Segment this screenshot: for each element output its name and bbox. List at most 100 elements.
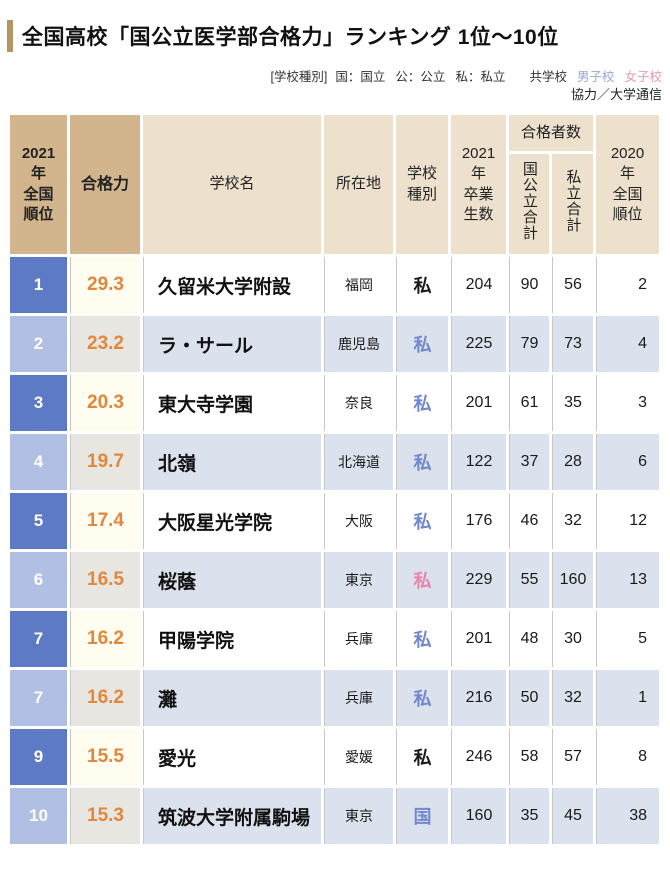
graduates-cell: 160 <box>451 788 506 844</box>
private-total-cell: 28 <box>552 434 593 490</box>
school-type-cell: 私 <box>396 493 448 549</box>
header-school-name: 学校名 <box>143 115 321 254</box>
power-cell: 15.5 <box>70 729 140 785</box>
rank-2020-cell: 6 <box>596 434 659 490</box>
header-national-public-total: 国公立合計 <box>509 154 549 254</box>
rank-2020-cell: 38 <box>596 788 659 844</box>
rank-2021-cell: 7 <box>10 611 67 667</box>
header-school-type: 学校 種別 <box>396 115 448 254</box>
national-public-total-cell: 61 <box>509 375 549 431</box>
legend-coed: 共学校 <box>529 70 567 84</box>
private-total-cell: 32 <box>552 493 593 549</box>
header-national-public-total-label: 国公立合計 <box>520 160 538 241</box>
prefecture-cell: 兵庫 <box>324 611 393 667</box>
header-passers-group: 合格者数 <box>509 115 593 151</box>
school-name-cell: 筑波大学附属駒場 <box>143 788 321 844</box>
prefecture-cell: 鹿児島 <box>324 316 393 372</box>
legend-national: 国：国立 <box>335 70 386 84</box>
rank-2020-cell: 1 <box>596 670 659 726</box>
private-total-cell: 56 <box>552 257 593 313</box>
school-type-cell: 私 <box>396 729 448 785</box>
prefecture-cell: 大阪 <box>324 493 393 549</box>
power-cell: 20.3 <box>70 375 140 431</box>
table-row: 7 16.2 灘 兵庫 私 216 50 32 1 <box>10 670 659 726</box>
table-row: 3 20.3 東大寺学園 奈良 私 201 61 35 3 <box>10 375 659 431</box>
power-cell: 23.2 <box>70 316 140 372</box>
table-row: 2 23.2 ラ・サール 鹿児島 私 225 79 73 4 <box>10 316 659 372</box>
graduates-cell: 176 <box>451 493 506 549</box>
rank-2021-cell: 9 <box>10 729 67 785</box>
graduates-cell: 246 <box>451 729 506 785</box>
header-power: 合格力 <box>70 115 140 254</box>
school-type-cell: 私 <box>396 316 448 372</box>
legend-public: 公：公立 <box>395 70 446 84</box>
graduates-cell: 201 <box>451 611 506 667</box>
national-public-total-cell: 46 <box>509 493 549 549</box>
rank-2021-cell: 5 <box>10 493 67 549</box>
school-name-cell: ラ・サール <box>143 316 321 372</box>
national-public-total-cell: 48 <box>509 611 549 667</box>
private-total-cell: 30 <box>552 611 593 667</box>
rank-2020-cell: 4 <box>596 316 659 372</box>
rank-2020-cell: 3 <box>596 375 659 431</box>
rank-2021-cell: 10 <box>10 788 67 844</box>
school-type-cell: 私 <box>396 670 448 726</box>
prefecture-cell: 福岡 <box>324 257 393 313</box>
prefecture-cell: 東京 <box>324 788 393 844</box>
rank-2021-cell: 6 <box>10 552 67 608</box>
credit-line: 協力／大学通信 <box>570 87 662 102</box>
legend-private: 私：私立 <box>455 70 506 84</box>
legend-label: [学校種別] <box>270 70 328 84</box>
table-row: 4 19.7 北嶺 北海道 私 122 37 28 6 <box>10 434 659 490</box>
national-public-total-cell: 58 <box>509 729 549 785</box>
power-cell: 19.7 <box>70 434 140 490</box>
private-total-cell: 35 <box>552 375 593 431</box>
header-rank-2021: 2021 年 全国 順位 <box>10 115 67 254</box>
header-prefecture: 所在地 <box>324 115 393 254</box>
rank-2020-cell: 5 <box>596 611 659 667</box>
school-type-cell: 私 <box>396 257 448 313</box>
table-row: 7 16.2 甲陽学院 兵庫 私 201 48 30 5 <box>10 611 659 667</box>
ranking-table: 2021 年 全国 順位 合格力 学校名 所在地 学校 種別 2021 年 卒業… <box>7 112 662 847</box>
national-public-total-cell: 55 <box>509 552 549 608</box>
school-name-cell: 桜蔭 <box>143 552 321 608</box>
school-type-cell: 私 <box>396 552 448 608</box>
table-row: 9 15.5 愛光 愛媛 私 246 58 57 8 <box>10 729 659 785</box>
legend-boys: 男子校 <box>576 70 615 84</box>
graduates-cell: 216 <box>451 670 506 726</box>
rank-2021-cell: 3 <box>10 375 67 431</box>
school-name-cell: 北嶺 <box>143 434 321 490</box>
rank-2021-cell: 2 <box>10 316 67 372</box>
rank-2021-cell: 1 <box>10 257 67 313</box>
header-rank-2020: 2020 年 全国 順位 <box>596 115 659 254</box>
school-name-cell: 愛光 <box>143 729 321 785</box>
graduates-cell: 122 <box>451 434 506 490</box>
school-name-cell: 灘 <box>143 670 321 726</box>
table-row: 1 29.3 久留米大学附設 福岡 私 204 90 56 2 <box>10 257 659 313</box>
national-public-total-cell: 79 <box>509 316 549 372</box>
rank-2021-cell: 7 <box>10 670 67 726</box>
header-private-total: 私立合計 <box>552 154 593 254</box>
school-type-cell: 私 <box>396 611 448 667</box>
prefecture-cell: 北海道 <box>324 434 393 490</box>
graduates-cell: 204 <box>451 257 506 313</box>
graduates-cell: 229 <box>451 552 506 608</box>
prefecture-cell: 奈良 <box>324 375 393 431</box>
private-total-cell: 160 <box>552 552 593 608</box>
national-public-total-cell: 35 <box>509 788 549 844</box>
table-row: 6 16.5 桜蔭 東京 私 229 55 160 13 <box>10 552 659 608</box>
school-name-cell: 甲陽学院 <box>143 611 321 667</box>
graduates-cell: 201 <box>451 375 506 431</box>
rank-2020-cell: 2 <box>596 257 659 313</box>
school-type-cell: 国 <box>396 788 448 844</box>
school-type-legend: [学校種別] 国：国立 公：公立 私：私立 共学校 男子校 女子校 <box>270 66 662 85</box>
school-type-cell: 私 <box>396 375 448 431</box>
private-total-cell: 73 <box>552 316 593 372</box>
rank-2021-cell: 4 <box>10 434 67 490</box>
power-cell: 29.3 <box>70 257 140 313</box>
school-name-cell: 大阪星光学院 <box>143 493 321 549</box>
power-cell: 15.3 <box>70 788 140 844</box>
rank-2020-cell: 13 <box>596 552 659 608</box>
power-cell: 16.2 <box>70 670 140 726</box>
page-title: 全国高校「国公立医学部合格力」ランキング 1位～10位 <box>22 26 559 49</box>
